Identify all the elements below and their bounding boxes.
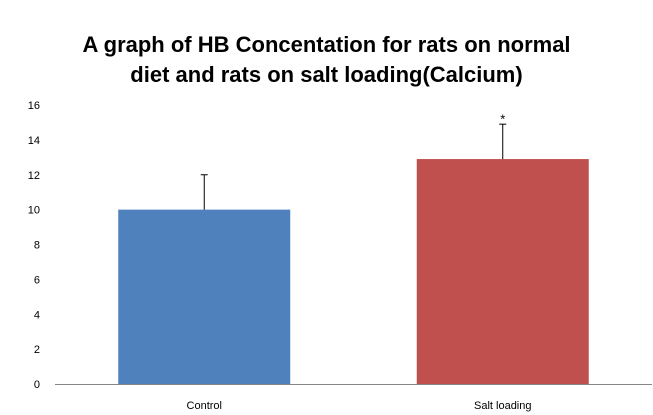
bar-control xyxy=(118,209,291,384)
y-tick-label: 16 xyxy=(28,100,40,112)
x-category-label: Salt loading xyxy=(474,400,532,412)
x-category-label: Control xyxy=(187,400,222,412)
significance-marker: * xyxy=(500,112,505,127)
y-tick-label: 8 xyxy=(34,240,40,252)
chart-title-line-1: A graph of HB Concentation for rats on n… xyxy=(82,32,571,57)
chart-title: A graph of HB Concentation for rats on n… xyxy=(0,30,653,90)
bar-salt-loading xyxy=(416,159,589,384)
chart-title-line-2: diet and rats on salt loading(Calcium) xyxy=(130,62,523,87)
y-tick-label: 2 xyxy=(34,344,40,356)
y-tick-label: 4 xyxy=(34,309,40,321)
y-tick-label: 12 xyxy=(28,170,40,182)
y-tick-label: 0 xyxy=(34,379,40,391)
y-tick-label: 6 xyxy=(34,274,40,286)
y-tick-label: 10 xyxy=(28,205,40,217)
y-tick-label: 14 xyxy=(28,135,40,147)
